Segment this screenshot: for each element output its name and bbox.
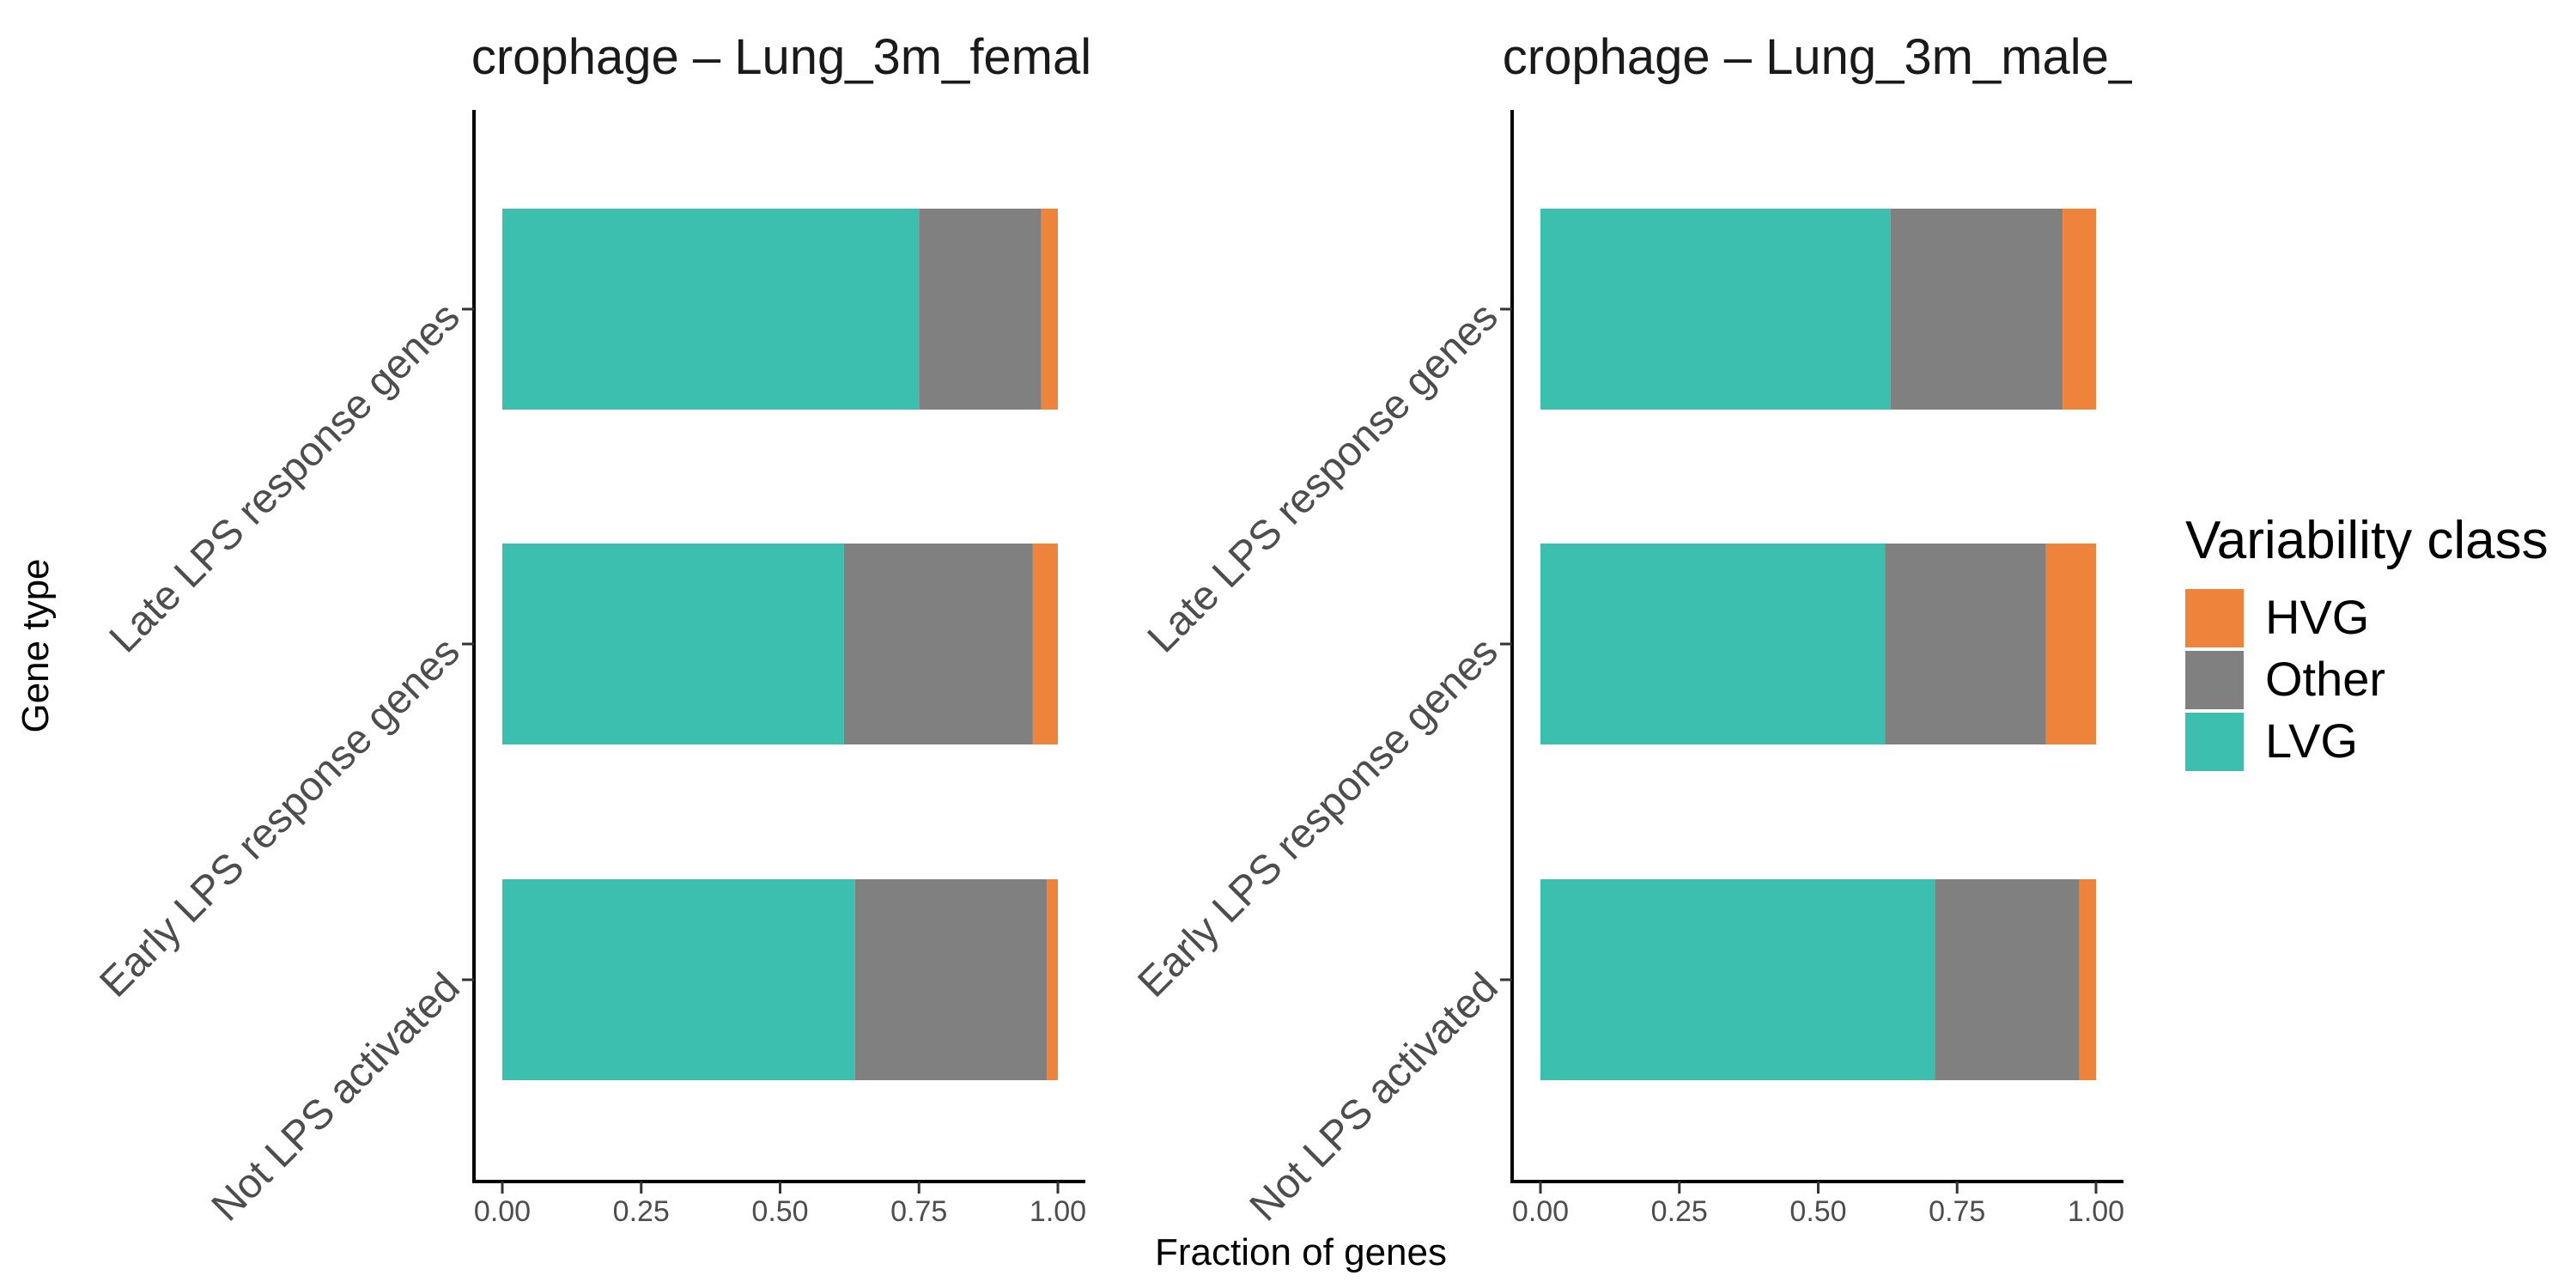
- panel-2: crophage – Lung_3m_male_ 0.00 0.25 0.50 0.75…: [1129, 29, 2137, 1230]
- x-tick-label: 0.00: [474, 1195, 531, 1228]
- panel-1: crophage – Lung_3m_femal 0.00 0.25 0.50 0.75…: [91, 29, 1091, 1230]
- bar-other: [1935, 879, 2080, 1080]
- bar-lvg: [502, 879, 855, 1080]
- y-axis-label: Gene type: [15, 558, 57, 732]
- bar-other: [1890, 209, 2063, 410]
- y-tick-label: Early LPS response genes: [91, 629, 468, 1005]
- bar-lvg: [1540, 879, 1935, 1080]
- x-tick-label: 0.00: [1512, 1195, 1569, 1228]
- y-tick-label: Not LPS activated: [204, 964, 469, 1230]
- bar-hvg: [1041, 209, 1058, 410]
- legend-title: Variability class: [2185, 511, 2549, 570]
- bar-other: [1885, 544, 2046, 744]
- panel-title: crophage – Lung_3m_male_: [1503, 29, 2137, 85]
- bar-lvg: [1540, 544, 1886, 744]
- panel-title: crophage – Lung_3m_femal: [471, 29, 1091, 85]
- x-tick-label: 0.75: [890, 1195, 947, 1228]
- legend-swatch-other: [2185, 651, 2244, 709]
- x-tick-label: 0.50: [1789, 1195, 1846, 1228]
- x-tick-label: 1.00: [2068, 1195, 2124, 1228]
- legend-swatch-hvg: [2185, 589, 2244, 647]
- x-tick-label: 0.75: [1929, 1195, 1985, 1228]
- legend-items: HVG Other LVG: [2185, 589, 2385, 771]
- bar-hvg: [2079, 879, 2096, 1080]
- bar-other: [919, 209, 1042, 410]
- bar-other: [843, 544, 1033, 744]
- y-tick-label: Late LPS response genes: [101, 294, 469, 661]
- legend-label-other: Other: [2265, 652, 2385, 706]
- x-tick-label: 0.25: [1651, 1195, 1708, 1228]
- y-tick-label: Early LPS response genes: [1129, 629, 1506, 1005]
- x-tick-label: 0.25: [613, 1195, 670, 1228]
- chart-panels: crophage – Lung_3m_femal 0.00 0.25 0.50 0.75…: [91, 29, 2137, 1230]
- x-tick-label: 0.50: [751, 1195, 808, 1228]
- bar-hvg: [2063, 209, 2096, 410]
- legend-swatch-lvg: [2185, 713, 2244, 771]
- x-tick-label: 1.00: [1030, 1195, 1086, 1228]
- y-tick-label: Late LPS response genes: [1139, 294, 1507, 661]
- legend-label-lvg: LVG: [2265, 714, 2358, 768]
- bar-lvg: [1540, 209, 1891, 410]
- legend-label-hvg: HVG: [2265, 590, 2369, 644]
- bar-lvg: [502, 544, 844, 744]
- x-axis-label: Fraction of genes: [1155, 1231, 1447, 1273]
- bar-hvg: [1032, 544, 1058, 744]
- y-tick-label: Not LPS activated: [1242, 964, 1507, 1230]
- bar-other: [854, 879, 1048, 1080]
- bar-lvg: [502, 209, 920, 410]
- bar-hvg: [2045, 544, 2096, 744]
- legend: Variability class HVG Other LVG: [2185, 511, 2549, 771]
- bar-hvg: [1047, 879, 1058, 1080]
